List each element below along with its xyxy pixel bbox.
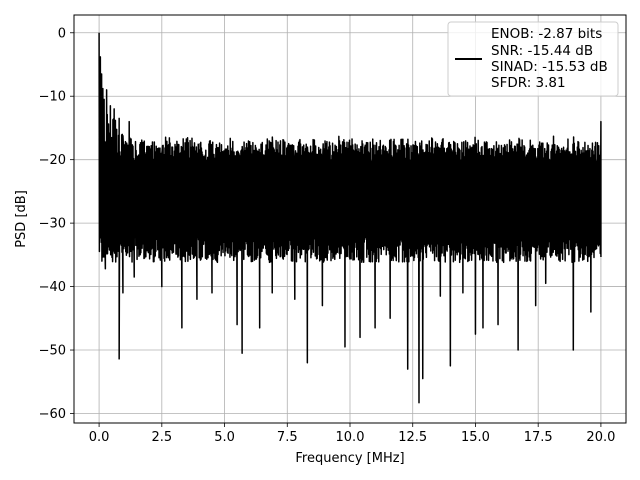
ticks: 0.0 2.5 5.0 7.5 10.0 12.5 15.0 17.5 20.0 0 −10 −20 −… xyxy=(39,26,616,445)
x-tick-label: 15.0 xyxy=(461,430,490,445)
y-tick-label: −20 xyxy=(39,153,66,168)
x-tick-label: 2.5 xyxy=(151,430,172,445)
legend-box xyxy=(447,21,619,97)
y-axis-label: PSD [dB] xyxy=(14,190,29,248)
legend-entry-snr: SNR: -15.44 dB xyxy=(491,43,593,59)
psd-series-line xyxy=(98,32,602,404)
y-tick-label: −50 xyxy=(39,344,66,359)
x-tick-label: 20.0 xyxy=(586,430,615,445)
x-tick-label: 10.0 xyxy=(336,430,365,445)
legend-entry-sfdr: SFDR: 3.81 xyxy=(491,75,566,91)
x-tick-label: 12.5 xyxy=(398,430,427,445)
legend-entry-enob: ENOB: -2.87 bits xyxy=(491,26,602,42)
x-tick-label: 17.5 xyxy=(524,430,553,445)
legend: ENOB: -2.87 bits SNR: -15.44 dB SINAD: -… xyxy=(447,21,619,97)
y-tick-label: −10 xyxy=(39,90,66,105)
y-tick-label: −60 xyxy=(39,407,66,422)
x-axis-label: Frequency [MHz] xyxy=(295,451,404,466)
x-tick-label: 0.0 xyxy=(89,430,110,445)
series-group xyxy=(98,32,602,404)
y-tick-label: 0 xyxy=(58,26,66,41)
legend-entry-sinad: SINAD: -15.53 dB xyxy=(491,59,608,75)
x-tick-label: 7.5 xyxy=(277,430,298,445)
y-tick-label: −30 xyxy=(39,217,66,232)
y-tick-label: −40 xyxy=(39,280,66,295)
x-tick-label: 5.0 xyxy=(214,430,235,445)
